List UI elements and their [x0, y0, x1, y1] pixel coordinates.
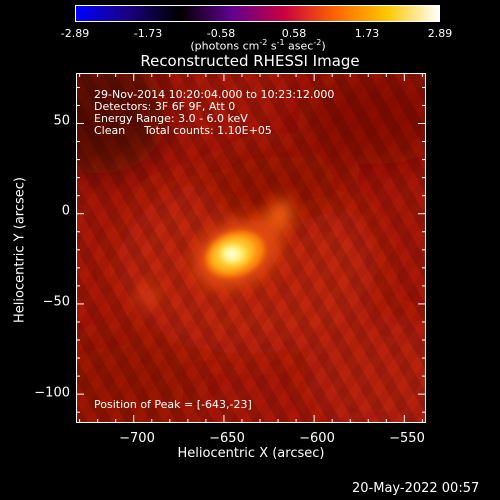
info-time-range: 29-Nov-2014 10:20:04.000 to 10:23:12.000 [94, 88, 335, 101]
colorbar-tick-label: 0.58 [281, 27, 307, 40]
info-detectors: Detectors: 3F 6F 9F, Att 0 [94, 100, 236, 113]
info-energy-range: Energy Range: 3.0 - 6.0 keV [94, 112, 248, 125]
x-axis-label: Heliocentric X (arcsec) [177, 446, 325, 461]
y-tick-label: 0 [61, 203, 70, 219]
y-tick-label: 50 [53, 113, 70, 129]
y-axis-label: Heliocentric Y (arcsec) [12, 177, 28, 323]
colorbar-tick-label: -1.73 [133, 27, 163, 40]
info-total-counts: Total counts: 1.10E+05 [144, 124, 272, 137]
info-algorithm: Clean [94, 124, 126, 137]
rhessi-image-plot [76, 73, 426, 423]
plot-title: Reconstructed RHESSI Image [140, 52, 360, 70]
render-timestamp: 20-May-2022 00:57 [352, 481, 480, 496]
info-peak-position: Position of Peak = [-643,-23] [94, 398, 252, 411]
y-tick-label: −50 [42, 294, 70, 310]
x-tick-label: −700 [119, 431, 155, 446]
colorbar-tick-label: -0.58 [206, 27, 236, 40]
colorbar-unit-label: (photons cm-2 s-1 asec-2) [190, 38, 326, 53]
colorbar-tick-label: -2.89 [60, 27, 90, 40]
y-tick-label: −100 [34, 385, 70, 401]
colorbar [75, 5, 440, 22]
colorbar-tick-label: 2.89 [427, 27, 453, 40]
rhessi-image [77, 74, 425, 422]
colorbar-tick-label: 1.73 [354, 27, 380, 40]
x-tick-label: −600 [299, 431, 335, 446]
x-tick-label: −650 [209, 431, 245, 446]
x-tick-label: −550 [389, 431, 425, 446]
